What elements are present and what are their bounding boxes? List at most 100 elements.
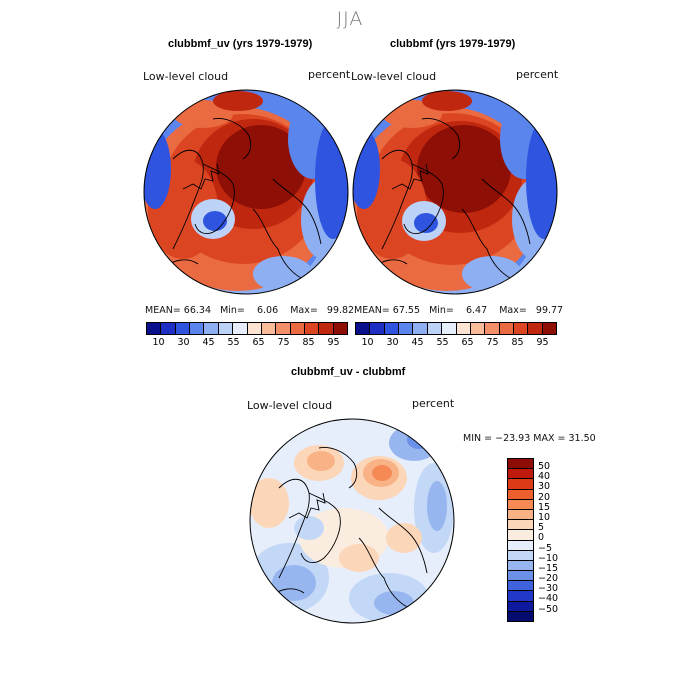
panel1-colorbar bbox=[146, 322, 348, 335]
colorbar-tick-label: 20 bbox=[538, 491, 551, 503]
colorbar-tick-label: 10 bbox=[152, 337, 165, 348]
colorbar-swatch bbox=[528, 323, 543, 334]
colorbar-tick-label: 10 bbox=[538, 511, 551, 523]
colorbar-tick-label: −15 bbox=[538, 562, 559, 574]
colorbar-swatch bbox=[470, 323, 486, 334]
colorbar-swatch bbox=[384, 323, 400, 334]
panel1-stats: MEAN= 66.34 Min= 6.06 Max= 99.82 bbox=[145, 305, 354, 316]
panel1-max-label: Max= bbox=[290, 305, 318, 316]
colorbar-tick-label: 15 bbox=[538, 501, 551, 513]
diff-colorbar-ticks: 50 40 30 20 15 10 5 0 −5 −10 −15 −20 −30… bbox=[538, 461, 559, 615]
colorbar-swatch bbox=[508, 540, 533, 551]
colorbar-swatch bbox=[276, 323, 291, 334]
colorbar-swatch bbox=[370, 323, 385, 334]
panel2-units-label: percent bbox=[516, 68, 559, 81]
panel2-map bbox=[352, 89, 558, 295]
colorbar-swatch bbox=[456, 323, 471, 334]
colorbar-swatch bbox=[190, 323, 205, 334]
colorbar-swatch bbox=[508, 591, 533, 602]
colorbar-tick-label: 85 bbox=[302, 337, 315, 348]
colorbar-swatch bbox=[508, 469, 533, 480]
diff-units-label: percent bbox=[412, 397, 455, 410]
panel2-title: clubbmf (yrs 1979-1979) bbox=[390, 38, 516, 50]
colorbar-swatch bbox=[508, 550, 533, 561]
colorbar-tick-label: 45 bbox=[202, 337, 215, 348]
colorbar-swatch bbox=[204, 323, 219, 334]
colorbar-tick-label: 65 bbox=[461, 337, 474, 348]
colorbar-tick-label: −20 bbox=[538, 573, 559, 585]
colorbar-swatch bbox=[508, 459, 533, 470]
season-title: JJA bbox=[336, 8, 364, 30]
diff-colorbar bbox=[507, 458, 534, 622]
colorbar-tick-label: 95 bbox=[536, 337, 549, 348]
colorbar-swatch bbox=[508, 611, 533, 621]
panel1-variable-label: Low-level cloud bbox=[143, 70, 229, 83]
colorbar-swatch bbox=[147, 323, 162, 334]
colorbar-tick-label: 45 bbox=[411, 337, 424, 348]
panel2-colorbar-ticks: 10 30 45 55 65 75 85 95 bbox=[355, 337, 555, 348]
panel1-min-label: Min= bbox=[220, 305, 245, 316]
panel1-min-value: 6.06 bbox=[256, 305, 279, 316]
panel2-variable-label: Low-level cloud bbox=[351, 70, 437, 83]
colorbar-swatch bbox=[175, 323, 191, 334]
colorbar-swatch bbox=[233, 323, 248, 334]
colorbar-swatch bbox=[508, 571, 533, 582]
colorbar-swatch bbox=[542, 323, 557, 334]
panel2-min-label: Min= bbox=[429, 305, 454, 316]
colorbar-tick-label: 65 bbox=[252, 337, 265, 348]
colorbar-swatch bbox=[319, 323, 334, 334]
colorbar-tick-label: 75 bbox=[486, 337, 499, 348]
colorbar-swatch bbox=[508, 581, 533, 592]
colorbar-tick-label: 40 bbox=[538, 471, 551, 483]
diff-map bbox=[249, 418, 455, 624]
colorbar-tick-label: 30 bbox=[177, 337, 190, 348]
colorbar-tick-label: −30 bbox=[538, 583, 559, 595]
panel2-stats: MEAN= 67.55 Min= 6.47 Max= 99.77 bbox=[354, 305, 563, 316]
panel1-title: clubbmf_uv (yrs 1979-1979) bbox=[168, 38, 313, 50]
colorbar-tick-label: 0 bbox=[538, 532, 545, 544]
colorbar-tick-label: −40 bbox=[538, 593, 559, 605]
panel1-colorbar-ticks: 10 30 45 55 65 75 85 95 bbox=[146, 337, 346, 348]
colorbar-swatch bbox=[247, 323, 262, 334]
colorbar-swatch bbox=[508, 489, 533, 500]
colorbar-swatch bbox=[508, 479, 533, 490]
colorbar-swatch bbox=[218, 323, 234, 334]
colorbar-tick-label: 30 bbox=[386, 337, 399, 348]
panel2-min-value: 6.47 bbox=[465, 305, 488, 316]
colorbar-swatch bbox=[513, 323, 529, 334]
colorbar-tick-label: 55 bbox=[227, 337, 240, 348]
colorbar-swatch bbox=[508, 560, 533, 572]
colorbar-swatch bbox=[499, 323, 514, 334]
colorbar-swatch bbox=[290, 323, 305, 334]
colorbar-swatch bbox=[304, 323, 320, 334]
colorbar-swatch bbox=[508, 509, 533, 521]
colorbar-swatch bbox=[508, 601, 533, 612]
colorbar-swatch bbox=[508, 530, 533, 541]
colorbar-swatch bbox=[508, 499, 533, 510]
colorbar-tick-label: 10 bbox=[361, 337, 374, 348]
colorbar-swatch bbox=[261, 323, 277, 334]
panel2-mean-value: 67.55 bbox=[392, 305, 420, 316]
panel1-mean-label: MEAN= bbox=[145, 305, 181, 316]
panel2-max-value: 99.77 bbox=[535, 305, 564, 316]
colorbar-tick-label: 75 bbox=[277, 337, 290, 348]
colorbar-tick-label: 30 bbox=[538, 481, 551, 493]
colorbar-swatch bbox=[333, 323, 348, 334]
panel1-mean-value: 66.34 bbox=[183, 305, 211, 316]
diff-variable-label: Low-level cloud bbox=[247, 399, 333, 412]
colorbar-swatch bbox=[161, 323, 176, 334]
colorbar-swatch bbox=[508, 520, 533, 531]
colorbar-tick-label: 85 bbox=[511, 337, 524, 348]
colorbar-swatch bbox=[427, 323, 443, 334]
colorbar-tick-label: −10 bbox=[538, 552, 559, 564]
panel2-colorbar bbox=[355, 322, 557, 335]
panel2-mean-label: MEAN= bbox=[354, 305, 390, 316]
panel1-units-label: percent bbox=[308, 68, 351, 81]
panel2-max-label: Max= bbox=[499, 305, 527, 316]
colorbar-tick-label: 5 bbox=[538, 522, 545, 534]
colorbar-swatch bbox=[485, 323, 500, 334]
panel1-map bbox=[143, 89, 349, 295]
colorbar-swatch bbox=[413, 323, 428, 334]
colorbar-tick-label: −5 bbox=[538, 542, 553, 554]
panel1-max-value: 99.82 bbox=[326, 305, 355, 316]
